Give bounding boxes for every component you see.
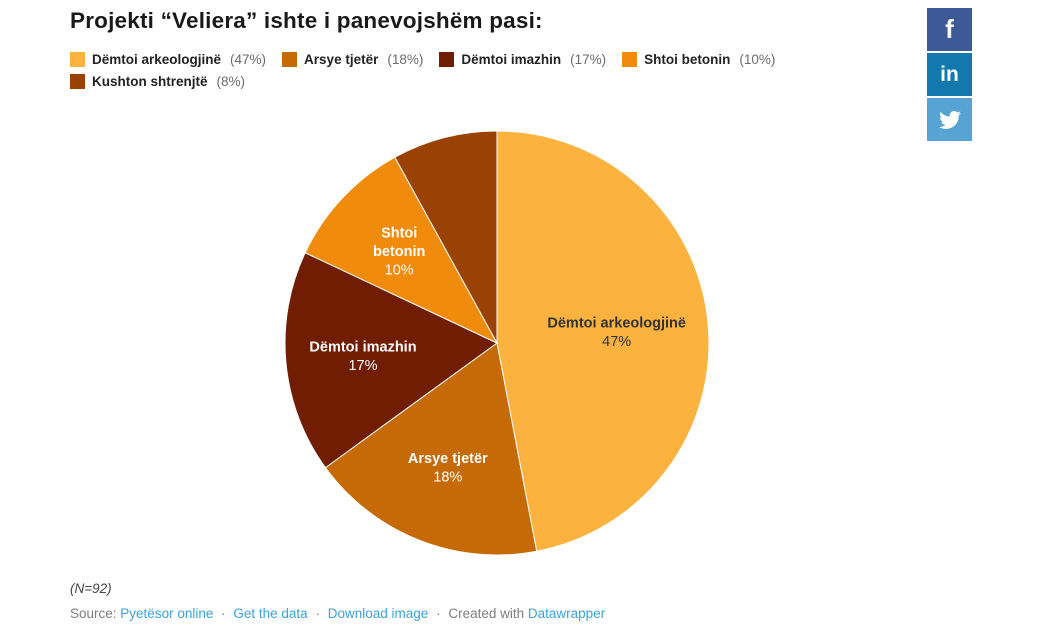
pie-slice-label-3: Shtoi betonin 10% (373, 226, 425, 279)
separator-dot: · (315, 606, 320, 621)
legend-item-3: Shtoi betonin (10%) (622, 52, 775, 67)
sample-size-note: (N=92) (70, 581, 112, 596)
twitter-share-button[interactable] (927, 98, 972, 141)
pie-slice-1[interactable] (324, 342, 538, 556)
legend-percentage: (10%) (739, 52, 776, 67)
legend-label: Dëmtoi imazhin (461, 52, 562, 67)
linkedin-share-button[interactable]: in (927, 53, 972, 96)
footer-source-line: Source: Pyetësor online · Get the data ·… (70, 606, 605, 621)
separator-dot: · (221, 606, 226, 621)
chart-legend: Dëmtoi arkeologjinë (47%) Arsye tjetër (18%… (70, 52, 930, 89)
pie-slice-4[interactable] (394, 130, 498, 344)
source-link[interactable]: Pyetësor online (120, 606, 214, 621)
legend-label: Shtoi betonin (644, 52, 731, 67)
source-label: Source: (70, 606, 117, 621)
facebook-icon: f (945, 14, 954, 44)
linkedin-icon: in (940, 62, 959, 86)
share-buttons: f in (927, 8, 972, 141)
legend-label: Dëmtoi arkeologjinë (92, 52, 222, 67)
legend-label: Kushton shtrenjtë (92, 74, 208, 89)
legend-percentage: (17%) (570, 52, 607, 67)
legend-percentage: (8%) (216, 74, 246, 89)
legend-swatch (439, 52, 455, 67)
legend-item-2: Dëmtoi imazhin (17%) (439, 52, 606, 67)
pie-slice-0[interactable] (496, 130, 710, 552)
legend-swatch (282, 52, 298, 67)
chart-title: Projekti “Veliera” ishte i panevojshëm p… (70, 8, 543, 33)
pie-slice-label-2: Dëmtoi imazhin 17% (309, 339, 416, 374)
legend-percentage: (18%) (387, 52, 424, 67)
pie-slice-3[interactable] (304, 156, 498, 344)
legend-item-1: Arsye tjetër (18%) (282, 52, 423, 67)
get-data-link[interactable]: Get the data (233, 606, 308, 621)
separator-dot: · (436, 606, 441, 621)
facebook-share-button[interactable]: f (927, 8, 972, 51)
legend-swatch (70, 52, 85, 67)
legend-swatch (622, 52, 638, 67)
pie-slice-label-1: Arsye tjetër 18% (408, 451, 488, 486)
legend-percentage: (47%) (230, 52, 267, 67)
twitter-icon (938, 110, 961, 129)
pie-slice-2[interactable] (284, 252, 498, 469)
datawrapper-link[interactable]: Datawrapper (527, 606, 606, 621)
legend-label: Arsye tjetër (304, 52, 379, 67)
created-with-label: Created with (448, 606, 525, 621)
legend-item-4: Kushton shtrenjtë (8%) (70, 74, 245, 89)
legend-swatch (70, 74, 85, 89)
download-image-link[interactable]: Download image (327, 606, 429, 621)
legend-item-0: Dëmtoi arkeologjinë (47%) (70, 52, 266, 67)
pie-chart: Dëmtoi arkeologjinë 47% Arsye tjetër 18% Dëm… (284, 130, 710, 556)
pie-slice-label-0: Dëmtoi arkeologjinë 47% (547, 315, 686, 350)
